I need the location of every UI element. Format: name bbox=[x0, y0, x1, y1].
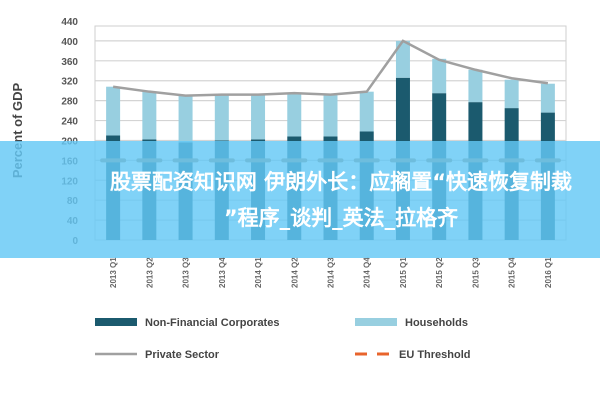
y-tick-label: 400 bbox=[61, 37, 78, 48]
banner-line-2: ”程序_谈判_英法_拉格齐 bbox=[223, 205, 459, 230]
legend-label: EU Threshold bbox=[399, 349, 471, 361]
bar-households bbox=[504, 79, 519, 109]
x-tick-label: 2016 Q1 bbox=[544, 257, 553, 288]
bar-households bbox=[142, 91, 157, 140]
x-tick-label: 2013 Q4 bbox=[218, 257, 227, 288]
bar-households bbox=[214, 94, 229, 141]
x-tick-label: 2015 Q2 bbox=[435, 257, 444, 288]
x-tick-label: 2013 Q3 bbox=[182, 257, 191, 288]
bar-households bbox=[323, 94, 338, 137]
y-tick-label: 320 bbox=[61, 77, 78, 88]
bar-households bbox=[106, 86, 121, 136]
bar-households bbox=[359, 91, 374, 132]
legend-label: Non-Financial Corporates bbox=[145, 317, 279, 329]
x-tick-label: 2014 Q4 bbox=[363, 257, 372, 288]
x-tick-label: 2013 Q2 bbox=[145, 257, 154, 288]
y-tick-label: 440 bbox=[61, 17, 78, 28]
private-sector-line bbox=[112, 39, 549, 97]
bar-households bbox=[395, 40, 410, 78]
x-tick-label: 2015 Q3 bbox=[471, 257, 480, 288]
bar-households bbox=[178, 95, 193, 143]
x-tick-label: 2014 Q2 bbox=[290, 257, 299, 288]
bar-households bbox=[432, 58, 447, 94]
y-tick-label: 280 bbox=[61, 97, 78, 108]
bar-households bbox=[251, 94, 266, 140]
x-tick-label: 2014 Q1 bbox=[254, 257, 263, 288]
overlay-banner: 股票配资知识网 伊朗外长：应搁置“快速恢复制裁 ”程序_谈判_英法_拉格齐 bbox=[0, 141, 600, 258]
legend-label: Households bbox=[405, 317, 468, 329]
legend-swatch bbox=[95, 318, 137, 326]
y-tick-label: 360 bbox=[61, 57, 78, 68]
bar-households bbox=[287, 93, 302, 137]
x-tick-label: 2015 Q4 bbox=[508, 257, 517, 288]
y-tick-label: 240 bbox=[61, 117, 78, 128]
legend-label: Private Sector bbox=[145, 349, 220, 361]
x-tick-label: 2014 Q3 bbox=[327, 257, 336, 288]
bar-households bbox=[468, 69, 483, 103]
x-tick-label: 2013 Q1 bbox=[109, 257, 118, 288]
bar-households bbox=[540, 83, 555, 113]
x-tick-label: 2015 Q1 bbox=[399, 257, 408, 288]
banner-line-1: 股票配资知识网 伊朗外长：应搁置“快速恢复制裁 bbox=[109, 169, 573, 194]
legend-swatch bbox=[355, 318, 397, 326]
